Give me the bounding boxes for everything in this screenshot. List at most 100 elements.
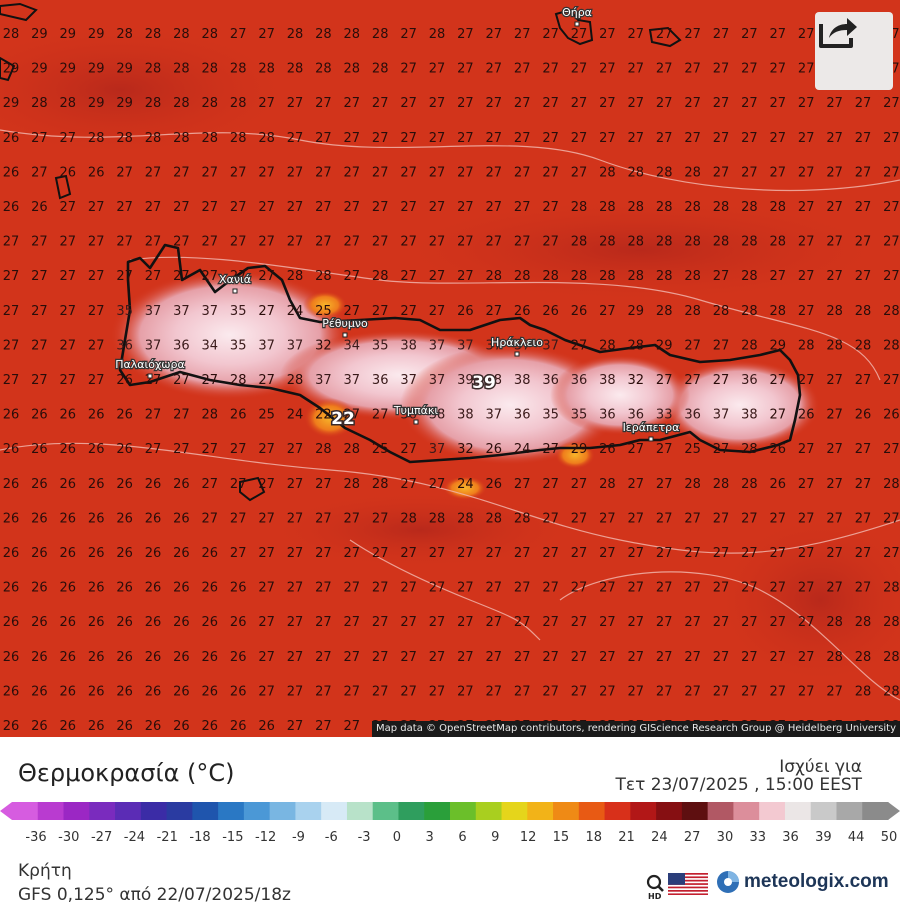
island-outline bbox=[648, 26, 682, 48]
temperature-value: 28 bbox=[628, 269, 645, 284]
temperature-value: 27 bbox=[145, 235, 162, 250]
temperature-value: 33 bbox=[656, 408, 673, 423]
scale-tick-label: 44 bbox=[847, 830, 865, 845]
city-3[interactable]: Ρέθυμνο bbox=[321, 316, 369, 338]
temperature-value: 27 bbox=[486, 581, 503, 596]
city-1[interactable]: Θήρα bbox=[561, 5, 593, 27]
scale-segment bbox=[243, 802, 271, 820]
temperature-value: 27 bbox=[514, 131, 531, 146]
temperature-value: 27 bbox=[372, 200, 389, 215]
temperature-value: 27 bbox=[798, 200, 815, 215]
scale-tick-label: -21 bbox=[156, 830, 178, 845]
temperature-value: 26 bbox=[173, 719, 190, 734]
temperature-value: 27 bbox=[400, 581, 417, 596]
map-attribution[interactable]: Map data © OpenStreetMap contributors, r… bbox=[372, 721, 900, 737]
temperature-value: 27 bbox=[656, 442, 673, 457]
temperature-value: 27 bbox=[656, 96, 673, 111]
temperature-value: 27 bbox=[429, 615, 446, 630]
scale-segment bbox=[475, 802, 503, 820]
scale-tick-label: -6 bbox=[324, 830, 338, 845]
temperature-value: 24 bbox=[514, 442, 531, 457]
scale-segment bbox=[527, 802, 554, 820]
temperature-value: 28 bbox=[628, 165, 645, 180]
temperature-value: 28 bbox=[60, 96, 77, 111]
temperature-value: 27 bbox=[883, 511, 900, 526]
temperature-value: 27 bbox=[713, 581, 730, 596]
temperature-value: 27 bbox=[571, 165, 588, 180]
temperature-value: 37 bbox=[315, 373, 332, 388]
temperature-value: 27 bbox=[826, 477, 843, 492]
temperature-value: 26 bbox=[31, 650, 48, 665]
temperature-value: 27 bbox=[826, 96, 843, 111]
temperature-value: 27 bbox=[457, 62, 474, 77]
brand-logo[interactable]: meteologix.com bbox=[716, 870, 889, 894]
temperature-value: 28 bbox=[713, 477, 730, 492]
temperature-value: 27 bbox=[571, 96, 588, 111]
temperature-value: 27 bbox=[798, 62, 815, 77]
temperature-value: 37 bbox=[145, 338, 162, 353]
temperature-value: 27 bbox=[372, 96, 389, 111]
scale-tick-label: -27 bbox=[90, 830, 113, 845]
city-6[interactable]: Τυμπάκι bbox=[392, 403, 440, 425]
temperature-value: 27 bbox=[287, 650, 304, 665]
temperature-value: 27 bbox=[258, 304, 275, 319]
temperature-value: 27 bbox=[173, 235, 190, 250]
temperature-value: 27 bbox=[826, 165, 843, 180]
temperature-value: 29 bbox=[3, 96, 20, 111]
temperature-value: 27 bbox=[741, 96, 758, 111]
temperature-value: 27 bbox=[344, 546, 361, 561]
scale-arrow-left bbox=[0, 802, 12, 820]
temperature-value: 28 bbox=[770, 235, 787, 250]
share-button[interactable] bbox=[815, 12, 893, 90]
temperature-value: 27 bbox=[628, 442, 645, 457]
scale-segment bbox=[89, 802, 116, 820]
temperature-value: 27 bbox=[400, 477, 417, 492]
temperature-value: 27 bbox=[514, 477, 531, 492]
temperature-value: 28 bbox=[684, 477, 701, 492]
city-7[interactable]: Ιεράπετρα bbox=[621, 420, 681, 442]
temperature-value: 28 bbox=[116, 27, 133, 42]
temperature-value: 27 bbox=[258, 615, 275, 630]
city-label: Θήρα bbox=[562, 6, 592, 19]
city-5[interactable]: Παλαιόχωρα bbox=[114, 357, 186, 379]
temperature-value: 26 bbox=[31, 546, 48, 561]
temperature-value: 26 bbox=[3, 719, 20, 734]
temperature-value: 26 bbox=[116, 408, 133, 423]
hd-search-icon[interactable]: HD bbox=[645, 874, 667, 900]
temperature-value: 28 bbox=[599, 338, 616, 353]
city-2[interactable]: Χανιά bbox=[218, 272, 252, 294]
temperature-value: 27 bbox=[315, 165, 332, 180]
temperature-value: 27 bbox=[400, 235, 417, 250]
temperature-value: 28 bbox=[741, 338, 758, 353]
temperature-value: 27 bbox=[60, 235, 77, 250]
temperature-value: 27 bbox=[542, 131, 559, 146]
temperature-value: 27 bbox=[798, 477, 815, 492]
scale-tick-label: 21 bbox=[618, 830, 635, 845]
temperature-value: 27 bbox=[230, 269, 247, 284]
scale-segment bbox=[553, 802, 580, 820]
temperature-value: 26 bbox=[145, 581, 162, 596]
temperature-value: 27 bbox=[713, 96, 730, 111]
temperature-value: 27 bbox=[344, 650, 361, 665]
temperature-value: 28 bbox=[145, 96, 162, 111]
temperature-value: 27 bbox=[145, 373, 162, 388]
temperature-value: 27 bbox=[883, 373, 900, 388]
temperature-value: 27 bbox=[741, 615, 758, 630]
temperature-value: 27 bbox=[542, 650, 559, 665]
city-4[interactable]: Ηράκλειο bbox=[490, 335, 544, 357]
scale-tick-label: 24 bbox=[651, 830, 668, 845]
temperature-value: 27 bbox=[514, 581, 531, 596]
temperature-value: 28 bbox=[571, 269, 588, 284]
temperature-value: 37 bbox=[713, 408, 730, 423]
scale-segment bbox=[140, 802, 168, 820]
us-flag-icon[interactable] bbox=[668, 873, 708, 895]
temperature-value: 35 bbox=[571, 408, 588, 423]
temperature-value: 37 bbox=[173, 304, 190, 319]
temperature-value: 26 bbox=[258, 719, 275, 734]
temperature-map[interactable]: 28 29 29 29 28 28 28 28 27 27 28 28 28 28 27 28 27 27 27 27… bbox=[0, 0, 900, 737]
temperature-value: 28 bbox=[173, 62, 190, 77]
temperature-value: 26 bbox=[3, 477, 20, 492]
temperature-value: 27 bbox=[741, 546, 758, 561]
temperature-value: 28 bbox=[826, 650, 843, 665]
temperature-value: 27 bbox=[202, 200, 219, 215]
